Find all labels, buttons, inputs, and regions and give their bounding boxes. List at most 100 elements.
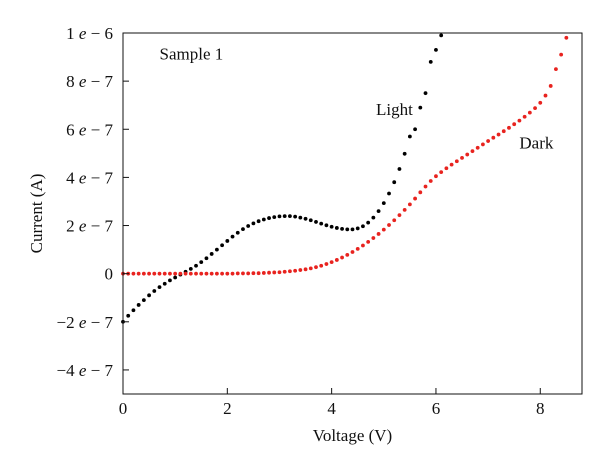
data-point-dark <box>298 268 303 272</box>
data-point-light <box>355 226 360 231</box>
data-point-light <box>199 260 204 265</box>
data-point-dark <box>564 35 569 40</box>
data-point-dark <box>554 67 558 71</box>
data-point-light <box>371 215 376 220</box>
data-point-light <box>314 220 318 224</box>
data-point-dark <box>334 258 339 262</box>
data-point-dark <box>366 240 371 244</box>
data-point-dark <box>486 139 491 143</box>
data-point-light <box>220 243 225 248</box>
data-point-light <box>324 223 329 228</box>
data-point-dark <box>418 190 423 195</box>
data-point-dark <box>423 184 428 189</box>
data-point-dark <box>288 269 292 274</box>
data-point-light <box>439 33 444 38</box>
y-tick-label: 6 e − 7 <box>66 120 113 139</box>
data-point-light <box>251 221 256 226</box>
data-point-dark <box>387 223 391 227</box>
data-point-dark <box>152 271 157 276</box>
plot-frame <box>122 32 583 395</box>
data-point-dark <box>444 166 449 171</box>
y-tick-label: 8 e − 7 <box>66 72 113 91</box>
data-point-light <box>303 216 308 221</box>
data-point-light <box>157 285 162 290</box>
x-axis-label: Voltage (V) <box>313 426 392 445</box>
data-point-light <box>428 59 433 64</box>
data-point-dark <box>376 232 381 236</box>
data-point-dark <box>162 271 167 276</box>
data-point-dark <box>329 260 334 265</box>
data-point-dark <box>350 250 355 254</box>
data-point-light <box>288 214 292 219</box>
data-point-light <box>147 293 151 298</box>
data-point-light <box>423 91 428 96</box>
data-point-dark <box>559 52 564 57</box>
data-point-dark <box>392 218 397 223</box>
data-point-dark <box>434 174 438 179</box>
data-point-light <box>418 105 423 110</box>
data-point-dark <box>491 135 496 140</box>
series-light <box>121 33 444 324</box>
data-point-light <box>402 151 407 156</box>
data-point-dark <box>481 142 485 147</box>
data-point-dark <box>449 162 454 167</box>
data-point-dark <box>319 263 324 268</box>
data-point-dark <box>397 213 402 218</box>
data-point-dark <box>194 271 198 276</box>
y-tick-label: 1 e − 6 <box>66 24 113 43</box>
data-point-light <box>225 239 230 243</box>
data-point-dark <box>543 93 548 98</box>
x-tick-label: 6 <box>432 399 441 418</box>
annotation-light: Light <box>376 100 413 119</box>
data-point-light <box>235 230 240 235</box>
data-point-dark <box>282 269 287 274</box>
data-point-light <box>267 216 271 220</box>
data-point-dark <box>381 227 386 232</box>
data-point-light <box>329 224 334 229</box>
data-point-light <box>136 303 141 307</box>
data-point-light <box>277 214 282 219</box>
data-point-light <box>241 227 245 232</box>
data-point-light <box>152 289 157 293</box>
data-point-dark <box>220 271 225 276</box>
data-point-light <box>376 209 381 213</box>
data-point-dark <box>168 271 172 276</box>
data-point-dark <box>256 271 261 276</box>
data-point-light <box>407 134 412 139</box>
series-dark <box>121 35 569 276</box>
data-point-light <box>392 180 397 185</box>
data-point-light <box>141 298 146 303</box>
data-point-dark <box>512 122 517 127</box>
data-point-dark <box>454 159 459 164</box>
data-point-dark <box>355 246 360 251</box>
data-point-light <box>434 47 438 52</box>
data-point-dark <box>308 266 313 271</box>
data-point-dark <box>501 129 506 134</box>
axes <box>122 32 583 395</box>
data-point-dark <box>235 271 240 276</box>
data-point-dark <box>225 271 230 276</box>
data-point-dark <box>188 271 193 276</box>
y-tick-label: 0 <box>105 265 114 284</box>
data-point-light <box>298 215 303 220</box>
y-tick-label: −2 e − 7 <box>57 313 114 332</box>
data-point-light <box>397 167 402 171</box>
data-point-dark <box>246 271 251 276</box>
data-point-dark <box>517 118 522 123</box>
y-tick-label: 2 e − 7 <box>66 217 113 236</box>
data-point-dark <box>413 196 417 201</box>
data-point-dark <box>136 271 141 276</box>
data-point-dark <box>141 271 146 276</box>
data-point-dark <box>439 170 444 175</box>
data-point-light <box>334 226 339 230</box>
data-point-light <box>366 220 371 225</box>
data-point-dark <box>178 271 183 276</box>
data-point-light <box>387 191 391 196</box>
data-point-light <box>261 217 266 222</box>
data-point-light <box>162 281 167 286</box>
data-point-light <box>131 308 136 313</box>
data-point-dark <box>293 268 298 273</box>
data-point-dark <box>261 271 266 275</box>
x-axis-ticks: 0 2 4 6 8 <box>119 388 545 418</box>
y-axis-ticks: −4 e − 7 −2 e − 7 0 2 e − 7 4 e − 7 6 e − 7 8 … <box>57 24 129 380</box>
